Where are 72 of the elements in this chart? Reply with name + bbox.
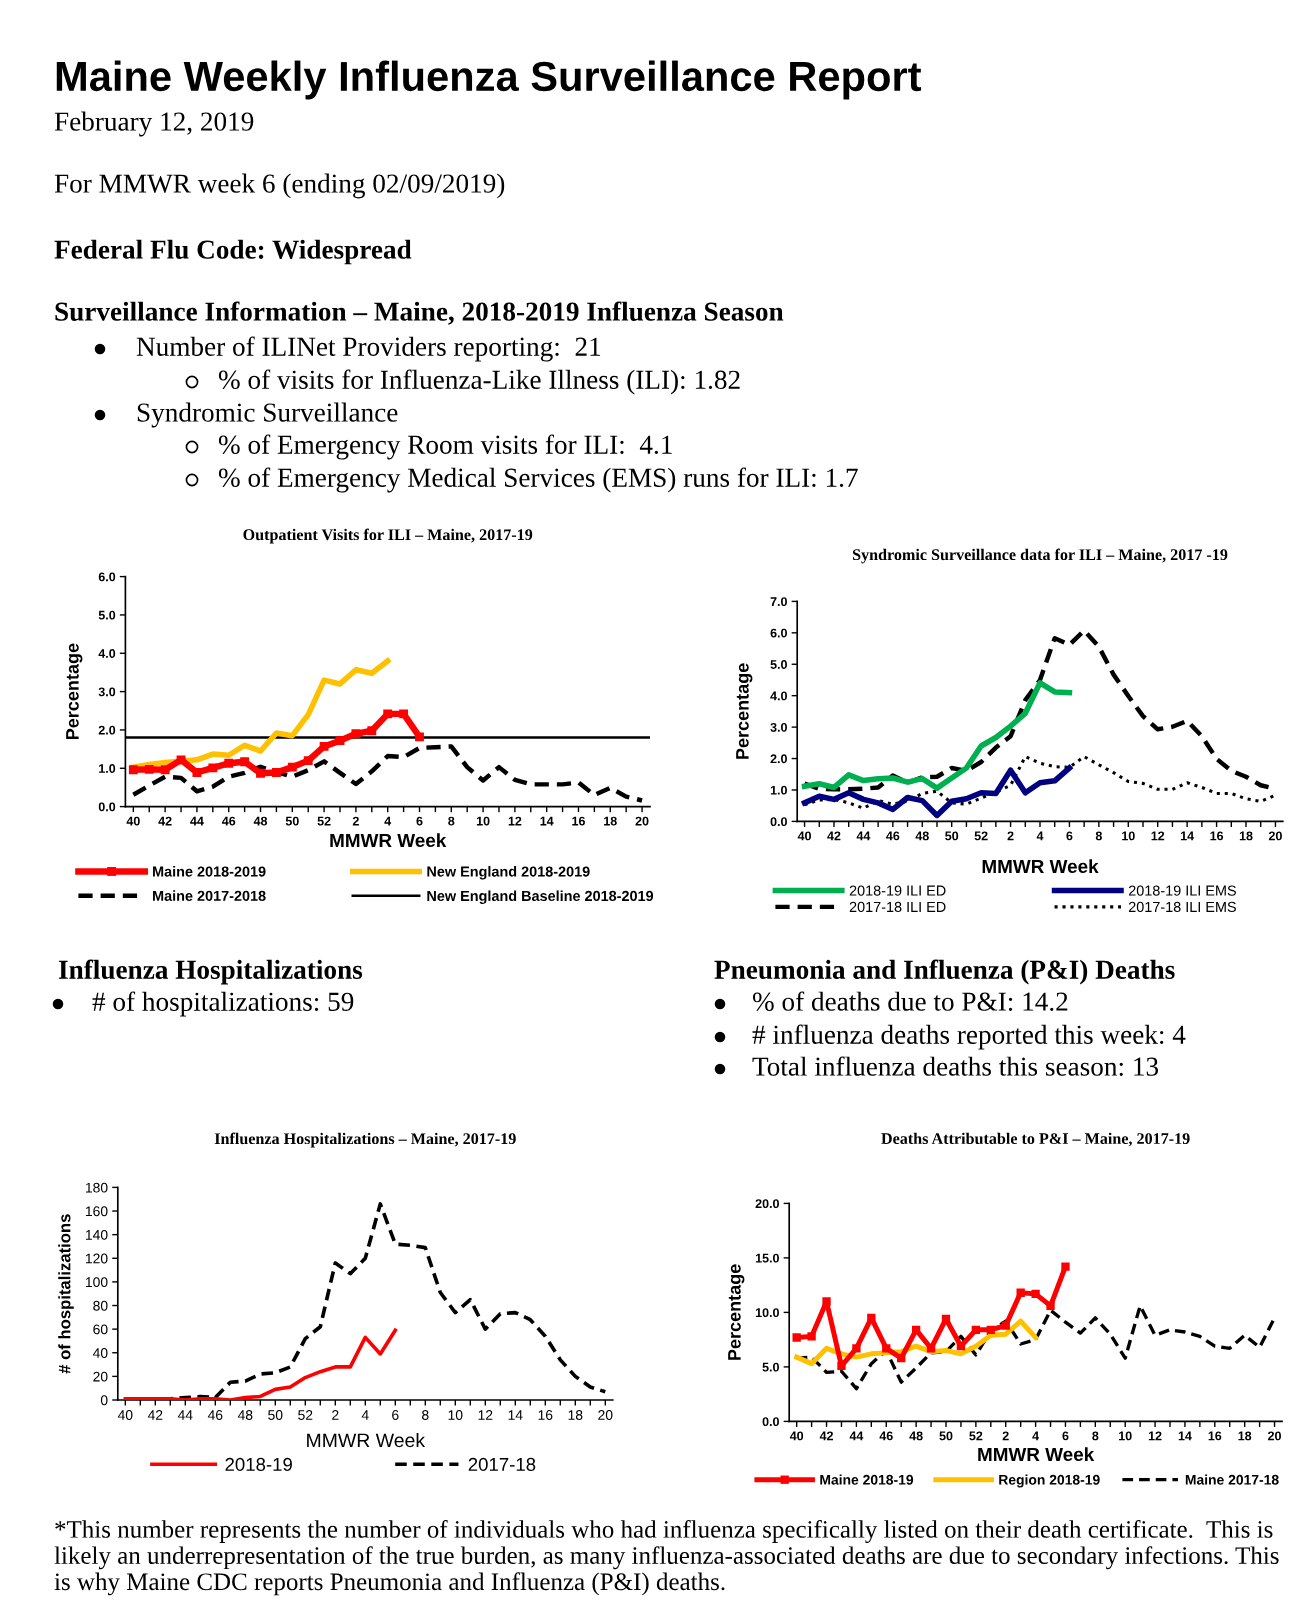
point: [971, 1325, 981, 1335]
point: [882, 1344, 891, 1353]
chart-title: Syndromic Surveillance data for ILI – Maine, 2017 -19: [852, 548, 1228, 564]
point: [208, 763, 218, 773]
chart-title: Deaths Attributable to P&I – Maine, 2017-19: [881, 1132, 1190, 1147]
point: [897, 1354, 906, 1363]
x-axis-title: MMWR Week: [307, 1432, 426, 1448]
point: [986, 1325, 995, 1335]
text: Influenza Hospitalizations: [58, 959, 363, 985]
legend-label: 2018-19: [225, 1457, 292, 1471]
chart-title: Influenza Hospitalizations – Maine, 2017-19: [214, 1132, 516, 1148]
line-series: [801, 680, 1073, 791]
point: [399, 709, 409, 719]
point: [367, 726, 377, 736]
line-series: [801, 765, 1073, 819]
point: [792, 1333, 801, 1342]
point: [941, 1314, 951, 1324]
point: [956, 1342, 966, 1351]
text: # of hospitalizations: 59: [92, 991, 354, 1017]
text: % of visits for Influenza-Like Illness (ILI): 1.82: [218, 369, 740, 395]
x-axis-title: MMWR Week: [982, 859, 1099, 874]
text: Maine Weekly Influenza Surveillance Report: [56, 60, 922, 100]
text: # influenza deaths reported this week: 4: [752, 1024, 1186, 1050]
y-axis-title: Percentage: [736, 663, 753, 759]
point: [351, 729, 361, 739]
text: *This number represents the number of individuals who had influenza specifically listed on their death certificate. This is likely an underrepresentation of the true burden, as many influenza-associated deaths are due to secondary infections. This is why Maine CDC reports Pneumonia and Influenza (P&I) deaths.: [54, 1520, 1279, 1596]
point: [837, 1361, 846, 1370]
chart-title: Outpatient Visits for ILI – Maine, 2017-19: [243, 528, 533, 544]
text: % of Emergency Room visits for ILI: 4.1: [218, 434, 672, 460]
text: Syndromic Surveillance: [137, 402, 398, 428]
point: [224, 758, 234, 768]
text: For MMWR week 6 (ending 02/09/2019): [54, 173, 505, 199]
point: [319, 741, 329, 751]
point: [160, 765, 170, 775]
text: Pneumonia and Influenza (P&I) Deaths: [714, 959, 1175, 985]
text: % of Emergency Medical Services (EMS) runs for ILI: 1.7: [218, 467, 858, 493]
y-axis-title: Percentage: [728, 1264, 745, 1360]
point: [415, 732, 424, 742]
text: Number of ILINet Providers reporting: 21: [136, 336, 601, 362]
y-axis-title: Percentage: [66, 643, 83, 740]
text: Federal Flu Code: Widespread: [54, 239, 412, 265]
point: [256, 768, 265, 778]
point: [192, 768, 202, 777]
point: [383, 709, 393, 719]
text: February 12, 2019: [54, 111, 254, 137]
line-series: [123, 1328, 398, 1400]
x-axis-title: MMWR Week: [330, 833, 447, 848]
point: [128, 765, 138, 775]
text: Total influenza deaths this season: 13: [752, 1056, 1159, 1076]
point: [303, 756, 313, 766]
point: [822, 1297, 831, 1306]
text: Surveillance Information – Maine, 2018-2019 Influenza Season: [55, 301, 784, 325]
point: [1031, 1289, 1040, 1299]
text: % of deaths due to P&I: 14.2: [752, 991, 1068, 1011]
point: [1001, 1321, 1010, 1330]
line-series: [131, 744, 645, 803]
point: [807, 1332, 816, 1341]
point: [287, 762, 297, 772]
point: [1061, 1262, 1070, 1271]
legend-label: 2017-18: [468, 1457, 536, 1471]
point: [852, 1344, 861, 1353]
point: [335, 736, 345, 746]
y-axis-title: # of hospitalizations: [58, 1214, 74, 1374]
point: [240, 757, 250, 767]
point: [867, 1313, 876, 1323]
point: [926, 1344, 936, 1353]
point: [271, 768, 281, 777]
point: [1016, 1288, 1025, 1297]
point: [176, 755, 186, 765]
point: [144, 764, 154, 774]
x-axis-title: MMWR Week: [978, 1447, 1095, 1462]
point: [1046, 1301, 1055, 1311]
